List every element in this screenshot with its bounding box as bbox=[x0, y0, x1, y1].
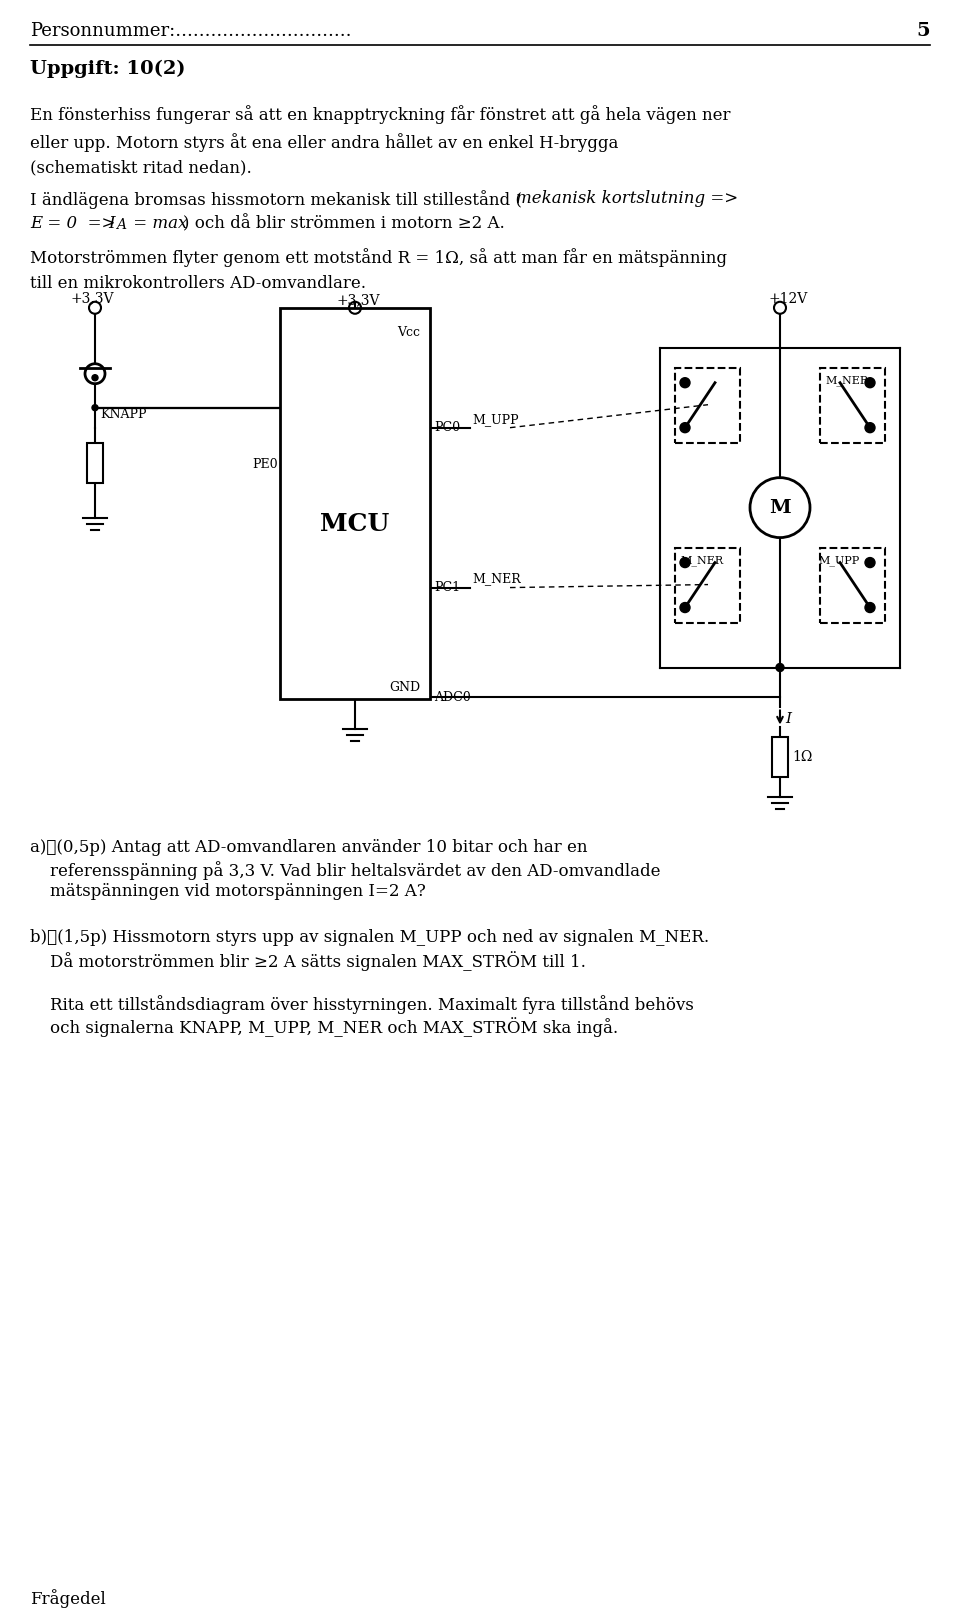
Text: Då motorströmmen blir ≥2 A sätts signalen MAX_STRÖM till 1.: Då motorströmmen blir ≥2 A sätts signale… bbox=[50, 952, 586, 971]
Text: KNAPP: KNAPP bbox=[100, 408, 147, 421]
Text: E = 0  =>: E = 0 => bbox=[30, 215, 126, 232]
Text: referensspänning på 3,3 V. Vad blir heltalsvärdet av den AD-omvandlade: referensspänning på 3,3 V. Vad blir helt… bbox=[50, 861, 660, 881]
Circle shape bbox=[865, 603, 875, 613]
Circle shape bbox=[776, 663, 784, 671]
Text: A: A bbox=[116, 218, 126, 232]
Text: En fönsterhiss fungerar så att en knapptryckning får fönstret att gå hela vägen : En fönsterhiss fungerar så att en knappt… bbox=[30, 105, 731, 176]
Text: +12V: +12V bbox=[768, 292, 807, 306]
Bar bbox=[87, 442, 103, 482]
Text: mekanisk kortslutning =>: mekanisk kortslutning => bbox=[516, 190, 738, 206]
Text: M_NER: M_NER bbox=[825, 376, 868, 387]
Bar bbox=[820, 368, 885, 442]
Text: Personnummer:..............................: Personnummer:...........................… bbox=[30, 23, 351, 40]
Text: och signalerna KNAPP, M_UPP, M_NER och MAX_STRÖM ska ingå.: och signalerna KNAPP, M_UPP, M_NER och M… bbox=[50, 1018, 618, 1037]
Text: +3,3V: +3,3V bbox=[70, 292, 113, 306]
Text: M_UPP: M_UPP bbox=[818, 555, 859, 566]
Circle shape bbox=[680, 377, 690, 387]
Text: M_NER: M_NER bbox=[472, 573, 520, 586]
Text: I ändlägena bromsas hissmotorn mekanisk till stillestånd (: I ändlägena bromsas hissmotorn mekanisk … bbox=[30, 190, 522, 208]
Text: +3,3V: +3,3V bbox=[337, 294, 380, 308]
Text: = max: = max bbox=[128, 215, 187, 232]
Circle shape bbox=[92, 405, 98, 411]
Text: Uppgift: 10(2): Uppgift: 10(2) bbox=[30, 60, 185, 77]
Circle shape bbox=[865, 423, 875, 432]
Text: a)	(0,5p) Antag att AD-omvandlaren använder 10 bitar och har en: a) (0,5p) Antag att AD-omvandlaren använ… bbox=[30, 839, 588, 857]
Text: mätspänningen vid motorspänningen I=2 A?: mätspänningen vid motorspänningen I=2 A? bbox=[50, 884, 425, 900]
Text: M_NER: M_NER bbox=[680, 555, 723, 566]
Text: PE0: PE0 bbox=[252, 458, 278, 471]
Bar bbox=[675, 368, 740, 442]
Circle shape bbox=[680, 558, 690, 568]
Text: PC1: PC1 bbox=[434, 581, 460, 594]
Text: PC0: PC0 bbox=[434, 421, 460, 434]
Text: GND: GND bbox=[389, 681, 420, 695]
Text: b)	(1,5p) Hissmotorn styrs upp av signalen M_UPP och ned av signalen M_NER.: b) (1,5p) Hissmotorn styrs upp av signal… bbox=[30, 929, 709, 947]
Text: ) och då blir strömmen i motorn ≥2 A.: ) och då blir strömmen i motorn ≥2 A. bbox=[183, 215, 505, 232]
Bar bbox=[772, 737, 788, 777]
Circle shape bbox=[865, 558, 875, 568]
Circle shape bbox=[680, 423, 690, 432]
Text: Rita ett tillståndsdiagram över hisstyrningen. Maximalt fyra tillstånd behövs: Rita ett tillståndsdiagram över hisstyrn… bbox=[50, 995, 694, 1015]
Bar bbox=[675, 547, 740, 623]
Text: Vcc: Vcc bbox=[397, 326, 420, 339]
Text: ADC0: ADC0 bbox=[434, 690, 470, 703]
Text: 5: 5 bbox=[917, 23, 930, 40]
Text: Frågedel: Frågedel bbox=[30, 1589, 106, 1608]
Text: 1Ω: 1Ω bbox=[792, 750, 812, 765]
Bar bbox=[280, 308, 430, 700]
Text: I: I bbox=[108, 215, 114, 232]
Circle shape bbox=[680, 603, 690, 613]
Text: Motorströmmen flyter genom ett motstånd R = 1Ω, så att man får en mätspänning
ti: Motorströmmen flyter genom ett motstånd … bbox=[30, 248, 727, 292]
Text: MCU: MCU bbox=[321, 511, 390, 536]
Text: M: M bbox=[769, 498, 791, 516]
Text: M_UPP: M_UPP bbox=[472, 413, 518, 426]
Circle shape bbox=[865, 377, 875, 387]
Circle shape bbox=[92, 374, 98, 381]
Bar bbox=[820, 547, 885, 623]
Text: I: I bbox=[785, 713, 791, 726]
